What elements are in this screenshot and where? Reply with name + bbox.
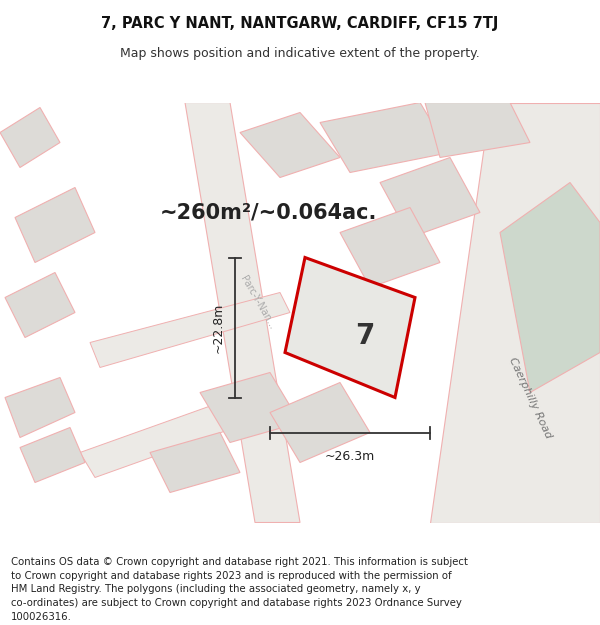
Polygon shape xyxy=(425,102,530,158)
Polygon shape xyxy=(320,102,450,172)
Text: Contains OS data © Crown copyright and database right 2021. This information is : Contains OS data © Crown copyright and d… xyxy=(11,557,468,621)
Polygon shape xyxy=(5,272,75,338)
Polygon shape xyxy=(285,258,415,398)
Text: 7: 7 xyxy=(355,322,374,350)
Polygon shape xyxy=(80,402,235,478)
Text: Parc-Y-Nan...: Parc-Y-Nan... xyxy=(239,274,277,331)
Polygon shape xyxy=(270,382,370,462)
Text: Caerphilly Road: Caerphilly Road xyxy=(507,356,553,439)
Text: 7, PARC Y NANT, NANTGARW, CARDIFF, CF15 7TJ: 7, PARC Y NANT, NANTGARW, CARDIFF, CF15 … xyxy=(101,16,499,31)
Polygon shape xyxy=(380,158,480,238)
Polygon shape xyxy=(430,102,600,522)
Polygon shape xyxy=(240,112,340,178)
Polygon shape xyxy=(185,102,300,522)
Polygon shape xyxy=(20,428,85,483)
Text: ~26.3m: ~26.3m xyxy=(325,451,375,464)
Polygon shape xyxy=(15,188,95,262)
Polygon shape xyxy=(200,372,300,442)
Text: ~22.8m: ~22.8m xyxy=(212,302,225,352)
Polygon shape xyxy=(340,208,440,288)
Polygon shape xyxy=(150,432,240,492)
Polygon shape xyxy=(90,292,290,367)
Text: Map shows position and indicative extent of the property.: Map shows position and indicative extent… xyxy=(120,47,480,59)
Text: ~260m²/~0.064ac.: ~260m²/~0.064ac. xyxy=(160,202,377,222)
Polygon shape xyxy=(0,107,60,168)
Polygon shape xyxy=(5,378,75,438)
Polygon shape xyxy=(500,182,600,392)
